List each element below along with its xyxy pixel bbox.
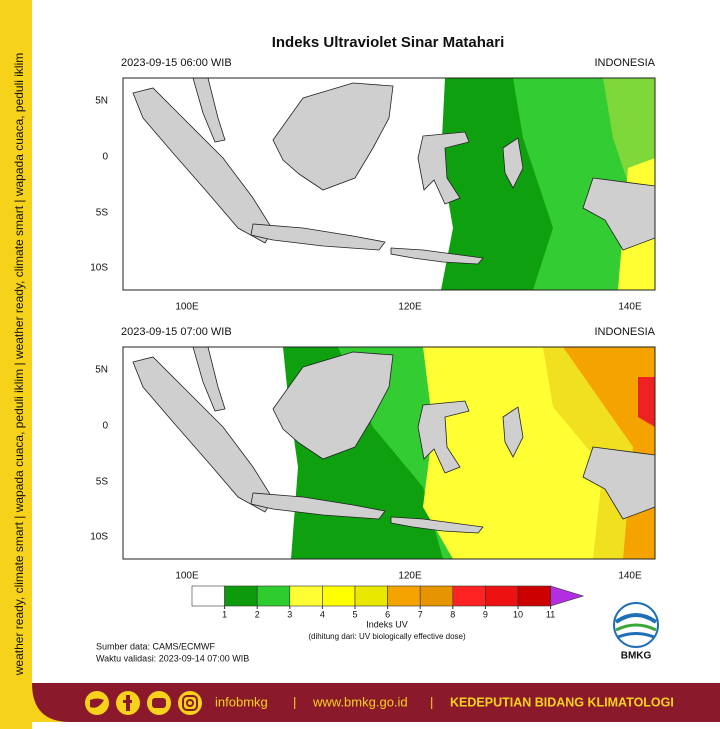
logo-text: BMKG <box>621 651 652 662</box>
footer-separator: | <box>293 694 296 709</box>
colorbar: 1 2 3 4 5 6 7 8 9 10 11 <box>191 585 585 619</box>
lat-label: 5S <box>96 208 109 219</box>
colorbar-tick-label: 1 <box>222 609 227 619</box>
colorbar-box <box>191 585 225 607</box>
colorbar-note: (dihitung dari: UV biologically effectiv… <box>308 632 466 641</box>
colorbar-tick-label: 10 <box>513 609 523 619</box>
colorbar-tick-label: 4 <box>320 609 325 619</box>
colorbar-box <box>256 585 291 607</box>
colorbar-tick-label: 5 <box>352 609 357 619</box>
panel-region: INDONESIA <box>594 57 655 69</box>
colorbar-box <box>517 585 551 607</box>
lon-label: 120E <box>398 302 422 313</box>
footer-separator: | <box>430 694 433 709</box>
footer-department: KEDEPUTIAN BIDANG KLIMATOLOGI <box>450 695 674 709</box>
lon-label: 140E <box>618 302 642 313</box>
colorbar-box <box>485 585 519 607</box>
map-panel: 2023-09-15 06:00 WIB INDONESIA <box>121 57 656 291</box>
sidebar <box>0 0 32 729</box>
lat-label: 0 <box>102 421 108 432</box>
lon-label: 140E <box>618 571 642 582</box>
colorbar-box <box>289 585 323 607</box>
panel-region: INDONESIA <box>594 326 655 338</box>
colorbar-box <box>419 585 454 607</box>
lat-label: 0 <box>102 152 108 163</box>
colorbar-tick-label: 6 <box>385 609 390 619</box>
colorbar-box <box>322 585 356 607</box>
map-panel: 2023-09-15 07:00 WIB INDONESIA <box>121 326 656 560</box>
validity: Waktu validasi: 2023-09-14 07:00 WIB <box>96 653 249 663</box>
colorbar-box <box>387 585 421 607</box>
lon-label: 100E <box>175 302 199 313</box>
social-icons <box>85 691 202 715</box>
title: Indeks Ultraviolet Sinar Matahari <box>272 34 505 51</box>
colorbar-tick-label: 7 <box>418 609 423 619</box>
lat-label: 10S <box>90 263 108 274</box>
sidebar-text: weather ready, climate smart | wapada cu… <box>12 53 26 677</box>
lat-label: 5S <box>96 477 109 488</box>
panel-time: 2023-09-15 06:00 WIB <box>121 57 232 69</box>
bmkg-logo: BMKG <box>613 602 659 662</box>
lon-label: 100E <box>175 571 199 582</box>
colorbar-tick-label: 2 <box>255 609 260 619</box>
panel-time: 2023-09-15 07:00 WIB <box>121 326 232 338</box>
source: Sumber data: CAMS/ECMWF <box>96 641 216 651</box>
colorbar-tick-label: 8 <box>450 609 455 619</box>
colorbar-box <box>452 585 486 607</box>
colorbar-arrow <box>550 585 585 607</box>
colorbar-box <box>354 585 388 607</box>
colorbar-tick-label: 9 <box>483 609 488 619</box>
lon-label: 120E <box>398 571 422 582</box>
footer-handle: infobmkg <box>215 694 268 709</box>
lat-label: 5N <box>95 96 108 107</box>
colorbar-tick-label: 3 <box>287 609 292 619</box>
colorbar-tick-label: 11 <box>546 609 555 619</box>
footer <box>32 683 720 722</box>
lat-label: 5N <box>95 365 108 376</box>
colorbar-box <box>224 585 258 607</box>
footer-website[interactable]: www.bmkg.go.id <box>312 694 408 709</box>
colorbar-title: Indeks UV <box>366 619 408 629</box>
lat-label: 10S <box>90 532 108 543</box>
